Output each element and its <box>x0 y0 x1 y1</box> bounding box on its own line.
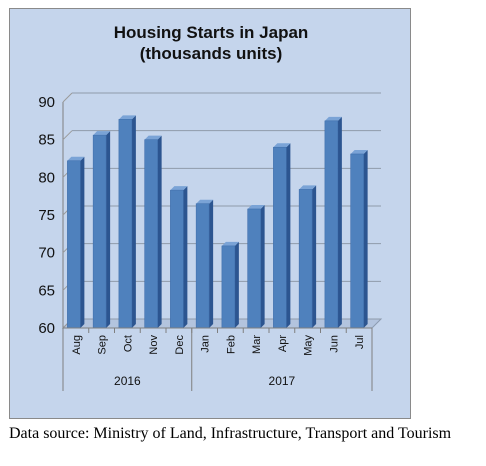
chart-title: Housing Starts in Japan <box>113 23 309 42</box>
x-tick-label: Jun <box>328 335 340 353</box>
bar <box>67 160 81 329</box>
y-tick-label: 60 <box>38 320 55 337</box>
chart-subtitle: (thousands units) <box>139 44 283 63</box>
bar-side <box>312 185 317 328</box>
bar <box>247 208 261 329</box>
bar <box>350 153 364 329</box>
bar-top <box>221 241 239 246</box>
y-tick-label: 65 <box>38 282 55 299</box>
x-tick-label: Jul <box>354 335 366 349</box>
y-tick-label: 75 <box>38 207 55 224</box>
y-tick-label: 80 <box>38 169 55 186</box>
bar <box>273 146 287 329</box>
bar-top <box>118 115 136 120</box>
x-tick-label: Aug <box>71 335 83 355</box>
bar-top <box>170 186 188 191</box>
y-tick-label: 85 <box>38 132 55 149</box>
gridline-depth <box>62 92 73 103</box>
bar-side <box>363 149 368 328</box>
x-tick-label: Mar <box>251 335 263 354</box>
data-source-note: Data source: Ministry of Land, Infrastru… <box>9 425 452 442</box>
bar-side <box>337 116 342 328</box>
x-tick-label: Jan <box>200 335 212 353</box>
bar <box>144 139 158 329</box>
x-tick-label: Sep <box>97 335 109 355</box>
bar-side <box>260 204 265 328</box>
x-tick-label: Apr <box>277 335 289 352</box>
chart-plot: 60 65 70 75 80 85 90 Aug Sep Oct Nov Dec Jan Feb Mar Ap… <box>38 92 383 391</box>
bar <box>92 134 107 329</box>
bar-side <box>106 131 111 328</box>
x-tick-label: May <box>303 335 315 356</box>
bar <box>170 189 184 329</box>
bar-side <box>157 135 162 328</box>
bar-side <box>286 143 291 328</box>
y-tick-label: 90 <box>38 94 55 111</box>
bar-top <box>93 131 111 136</box>
bar-top <box>273 143 291 148</box>
gridline-depth <box>62 130 73 141</box>
bar-side <box>80 156 85 328</box>
x-tick-label: Nov <box>148 335 160 355</box>
bar <box>118 119 133 329</box>
y-tick-label: 70 <box>38 245 55 262</box>
bar-side <box>234 241 239 328</box>
bar-side <box>209 199 214 328</box>
bar <box>298 189 313 329</box>
bar-top <box>144 135 162 140</box>
bar <box>195 203 210 329</box>
bar-top <box>196 199 214 204</box>
bar-top <box>299 185 317 190</box>
bar-top <box>350 149 368 154</box>
bar-top <box>247 204 265 209</box>
chart-frame: Housing Starts in Japan (thousands units… <box>9 8 411 419</box>
bar-top <box>324 116 342 121</box>
group-label: 2017 <box>269 374 296 388</box>
bar <box>324 120 339 329</box>
x-tick-label: Oct <box>122 335 134 352</box>
bar-side <box>183 186 188 328</box>
group-label: 2016 <box>114 374 141 388</box>
bar <box>221 245 236 329</box>
x-tick-label: Dec <box>174 335 186 355</box>
bar-side <box>131 115 136 329</box>
bar-top <box>67 156 85 161</box>
x-tick-label: Feb <box>225 335 237 354</box>
